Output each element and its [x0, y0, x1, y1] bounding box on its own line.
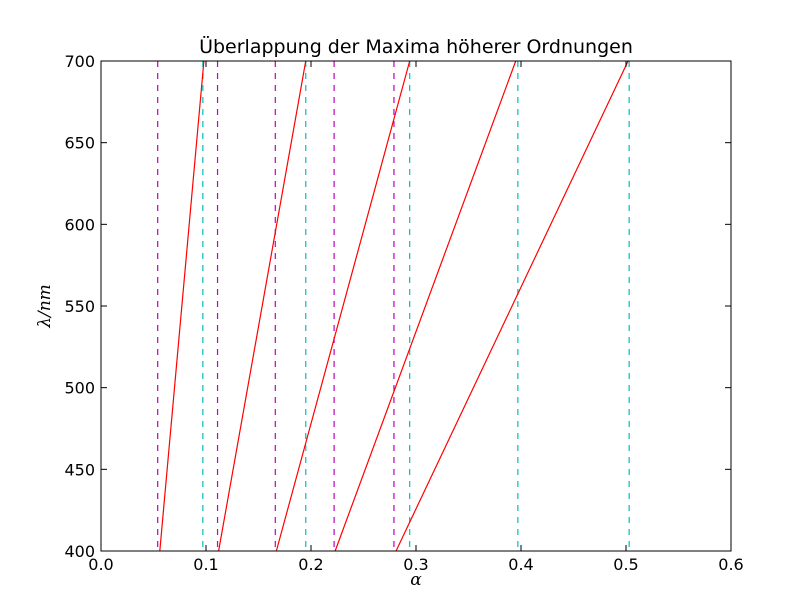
series-line-1: [218, 60, 307, 552]
x-tick-label-4: 0.4: [508, 555, 533, 574]
ticks-layer: 0.0 0.1 0.2 0.3 0.4 0.5 0.6 400 450 500 550 600 650 7…: [64, 52, 743, 574]
y-tick-label-0: 400: [64, 542, 95, 561]
series-line-4: [395, 60, 629, 552]
plot-background: [101, 61, 731, 551]
y-axis-label: λ/nm: [35, 284, 55, 329]
y-tick-label-2: 500: [64, 379, 95, 398]
y-tick-label-3: 550: [64, 297, 95, 316]
y-tick-label-4: 600: [64, 215, 95, 234]
series-layer: [159, 60, 629, 552]
y-tick-label-1: 450: [64, 460, 95, 479]
series-line-2: [275, 60, 411, 552]
x-axis-label: α: [410, 570, 422, 590]
vlines-layer: [157, 61, 630, 551]
series-line-0: [159, 60, 205, 552]
x-tick-label-5: 0.5: [613, 555, 638, 574]
series-line-3: [334, 60, 517, 552]
x-tick-label-3: 0.3: [403, 555, 428, 574]
x-tick-label-1: 0.1: [193, 555, 218, 574]
chart-title: Überlappung der Maxima höherer Ordnungen: [199, 35, 633, 58]
y-tick-label-6: 700: [64, 52, 95, 71]
x-tick-label-6: 0.6: [718, 555, 743, 574]
x-tick-label-0: 0.0: [88, 555, 113, 574]
y-tick-label-5: 650: [64, 134, 95, 153]
x-tick-label-2: 0.2: [298, 555, 323, 574]
